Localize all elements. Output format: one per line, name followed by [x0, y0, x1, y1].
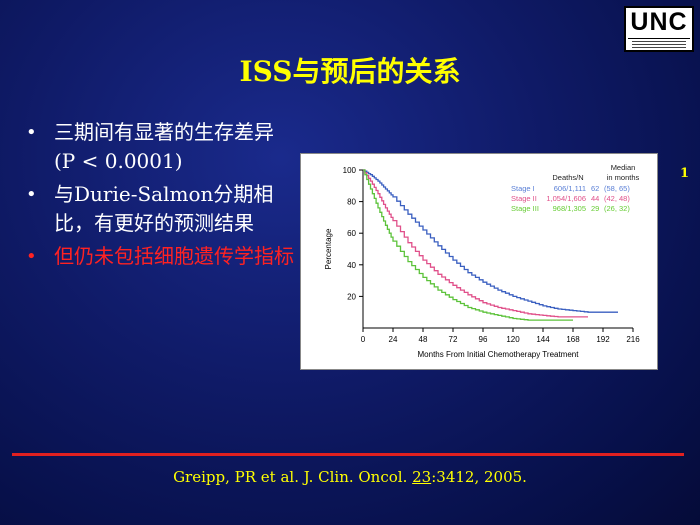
x-tick-label: 144: [536, 335, 550, 344]
survival-chart-svg: 20 40 60 80 100 0 24 48 72 96 120 144 168 192 216 Month…: [324, 163, 640, 359]
series-line-stage-iii: [363, 169, 573, 321]
x-tick-label: 48: [419, 335, 428, 344]
y-tick-label: 100: [343, 166, 357, 175]
legend-stage: Stage II: [511, 194, 537, 203]
divider: [12, 453, 684, 456]
legend-median: 44: [591, 194, 599, 203]
bullet-item: • 与Durie-Salmon分期相比，有更好的预测结果: [26, 180, 296, 238]
x-tick-label: 120: [506, 335, 520, 344]
legend-ci: (26, 32): [604, 204, 630, 213]
bullet-item: • 但仍未包括细胞遗传学指标: [26, 242, 296, 271]
legend-deaths-n: 968/1,305: [553, 204, 586, 213]
legend-header-deaths: Deaths/N: [552, 173, 583, 182]
x-tick-label: 168: [566, 335, 580, 344]
bullet-text: 三期间有显著的生存差异 (P < 0.0001): [54, 120, 274, 173]
legend-ci: (58, 65): [604, 184, 630, 193]
bullet-dot-icon: •: [26, 184, 37, 205]
legend-median: 62: [591, 184, 599, 193]
citation: Greipp, PR et al. J. Clin. Oncol. 23:341…: [0, 468, 700, 486]
x-tick-label: 24: [389, 335, 398, 344]
legend-stage: Stage III: [511, 204, 539, 213]
x-tick-label: 216: [626, 335, 640, 344]
series-line-stage-ii: [363, 169, 588, 318]
legend-ci: (42, 48): [604, 194, 630, 203]
bullet-text: 与Durie-Salmon分期相比，有更好的预测结果: [54, 182, 274, 235]
x-tick-label: 0: [361, 335, 366, 344]
page-number: 1: [680, 166, 690, 181]
citation-volume: 23: [412, 468, 432, 486]
bullet-dot-icon: •: [26, 246, 37, 267]
slide-title: ISS与预后的关系: [239, 55, 461, 88]
legend-header-median: Median: [611, 163, 636, 172]
x-axis-label: Months From Initial Chemotherapy Treatme…: [418, 350, 580, 359]
citation-pages: :3412, 2005.: [431, 468, 527, 486]
legend-stage: Stage I: [511, 184, 535, 193]
unc-logo: UNC: [624, 6, 694, 52]
bullet-list: • 三期间有显著的生存差异 (P < 0.0001) • 与Durie-Salm…: [26, 118, 296, 275]
x-tick-label: 96: [479, 335, 488, 344]
legend-deaths-n: 1,054/1,606: [546, 194, 586, 203]
legend-median: 29: [591, 204, 599, 213]
logo-subtitle-lines: [628, 38, 690, 53]
bullet-text: 但仍未包括细胞遗传学指标: [54, 244, 294, 268]
x-tick-label: 72: [449, 335, 458, 344]
bullet-item: • 三期间有显著的生存差异 (P < 0.0001): [26, 118, 296, 176]
survival-chart: 20 40 60 80 100 0 24 48 72 96 120 144 168 192 216 Month…: [300, 153, 658, 370]
logo-text: UNC: [630, 8, 688, 36]
citation-text: Greipp, PR et al. J. Clin. Oncol.: [173, 468, 413, 486]
y-tick-label: 80: [347, 198, 356, 207]
y-tick-label: 40: [347, 261, 356, 270]
x-tick-label: 192: [596, 335, 610, 344]
y-tick-label: 60: [347, 229, 356, 238]
y-tick-label: 20: [347, 292, 356, 301]
legend-header-median-sub: in months: [607, 173, 640, 182]
series-line-stage-i: [363, 169, 618, 313]
bullet-dot-icon: •: [26, 122, 37, 143]
legend-deaths-n: 606/1,111: [554, 184, 586, 193]
y-axis-label: Percentage: [324, 228, 333, 269]
